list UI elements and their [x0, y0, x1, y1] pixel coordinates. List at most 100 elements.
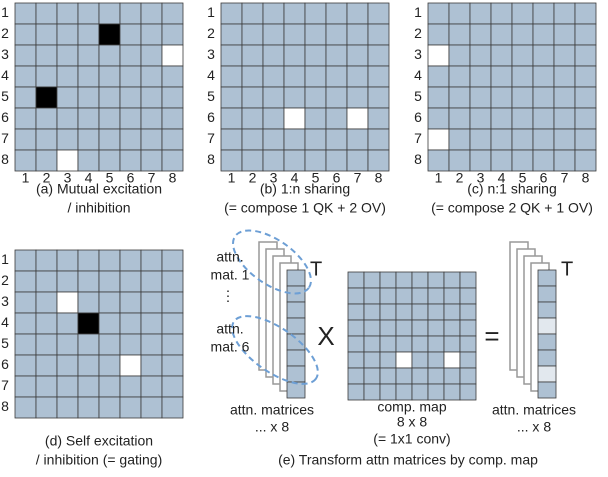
row-label: 7	[207, 130, 215, 146]
grid-cell	[262, 86, 285, 109]
grid-cell	[262, 107, 285, 130]
grid-cell	[490, 65, 513, 88]
grid-cell	[77, 128, 100, 151]
grid-cell	[325, 107, 348, 130]
row-label: 3	[414, 46, 422, 62]
caption: ... x 8	[517, 419, 551, 435]
grid-cell	[427, 65, 450, 88]
grid-cell	[346, 23, 369, 46]
column-cell	[537, 269, 557, 287]
grid-cell	[161, 249, 184, 272]
grid-cell	[574, 65, 597, 88]
row-label: 2	[414, 25, 422, 41]
grid-cell	[448, 86, 471, 109]
grid-cell	[14, 249, 37, 272]
grid-cell	[395, 367, 413, 385]
column-cell	[286, 317, 306, 335]
grid-cell	[119, 249, 142, 272]
grid-cell	[304, 44, 327, 67]
grid-cell	[459, 367, 477, 385]
row-label: 3	[207, 46, 215, 62]
grid-cell	[56, 128, 79, 151]
grid-cell	[140, 396, 163, 419]
grid-cell	[14, 333, 37, 356]
grid-cell	[77, 354, 100, 377]
row-label: 4	[207, 67, 215, 83]
grid-cell	[532, 86, 555, 109]
grid-cell	[325, 149, 348, 172]
grid-cell	[459, 287, 477, 305]
grid-cell	[395, 319, 413, 337]
caption: (a) Mutual excitation	[36, 181, 162, 197]
grid-cell	[411, 367, 429, 385]
grid-cell	[427, 2, 450, 25]
grid-cell	[77, 270, 100, 293]
grid-cell	[490, 107, 513, 130]
grid-cell	[490, 128, 513, 151]
grid-cell	[574, 2, 597, 25]
grid-cell	[459, 271, 477, 289]
grid-cell	[98, 249, 121, 272]
column-cell	[537, 381, 557, 399]
col-label: 3	[477, 170, 485, 186]
grid-cell	[347, 367, 365, 385]
caption: (= compose 1 QK + 2 OV)	[224, 200, 386, 216]
grid-cell	[220, 65, 243, 88]
grid-cell	[325, 86, 348, 109]
col-label: 5	[312, 170, 320, 186]
grid-cell	[346, 86, 369, 109]
grid-cell	[56, 65, 79, 88]
grid-cell	[532, 23, 555, 46]
grid-cell	[553, 107, 576, 130]
grid-cell	[262, 23, 285, 46]
grid-cell	[395, 383, 413, 401]
caption: ... x 8	[255, 419, 289, 435]
column-cell	[286, 269, 306, 287]
grid-cell	[325, 2, 348, 25]
col-label: 6	[333, 170, 341, 186]
column-cell	[286, 349, 306, 367]
grid-cell	[56, 291, 79, 314]
grid-cell	[325, 65, 348, 88]
grid-cell	[140, 128, 163, 151]
grid-cell	[77, 44, 100, 67]
grid-cell	[56, 249, 79, 272]
grid-cell	[511, 44, 534, 67]
col-label: 6	[127, 170, 135, 186]
grid-cell	[35, 333, 58, 356]
grid-cell	[427, 287, 445, 305]
grid-cell	[35, 86, 58, 109]
grid-cell	[220, 128, 243, 151]
col-label: 4	[291, 170, 299, 186]
grid-cell	[140, 107, 163, 130]
grid-cell	[427, 303, 445, 321]
grid-cell	[427, 44, 450, 67]
grid-cell	[283, 107, 306, 130]
grid-cell	[77, 23, 100, 46]
grid-cell	[448, 149, 471, 172]
grid-cell	[14, 107, 37, 130]
grid-cell	[35, 107, 58, 130]
grid-cell	[56, 2, 79, 25]
col-label: 4	[85, 170, 93, 186]
grid-cell	[98, 23, 121, 46]
grid-cell	[35, 149, 58, 172]
grid-cell	[395, 287, 413, 305]
grid-cell	[241, 23, 264, 46]
grid-cell	[98, 312, 121, 335]
grid-cell	[241, 65, 264, 88]
row-label: 7	[1, 377, 9, 393]
transpose: T	[310, 258, 322, 280]
grid-cell	[98, 2, 121, 25]
grid-cell	[56, 354, 79, 377]
grid-cell	[427, 128, 450, 151]
col-label: 5	[519, 170, 527, 186]
grid-cell	[553, 2, 576, 25]
grid-cell	[119, 354, 142, 377]
grid-cell	[98, 291, 121, 314]
grid-cell	[459, 351, 477, 369]
grid-cell	[367, 107, 390, 130]
grid-cell	[220, 2, 243, 25]
matrix-label: mat. 6	[211, 339, 250, 355]
grid-cell	[262, 128, 285, 151]
